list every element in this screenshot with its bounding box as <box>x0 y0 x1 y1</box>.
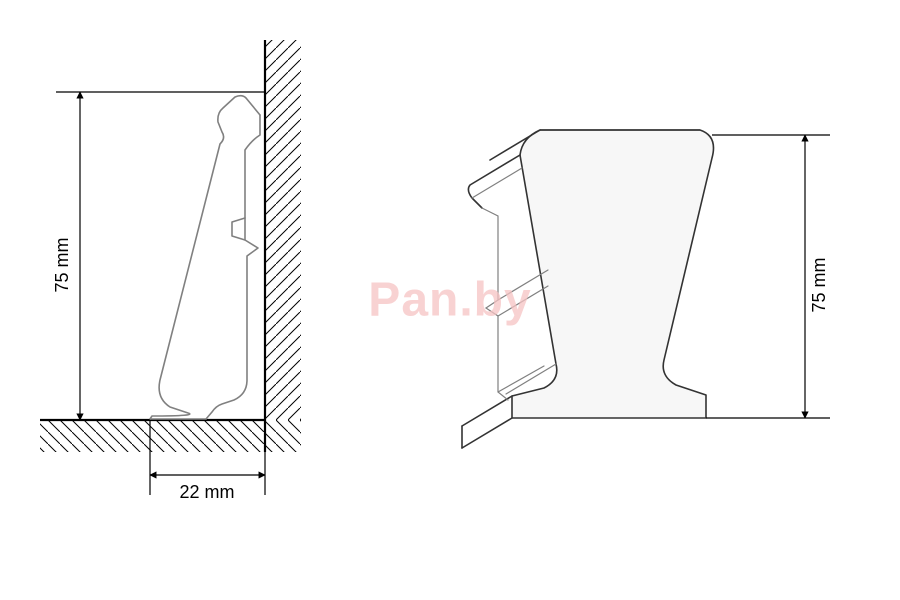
floor-hatch <box>40 420 301 452</box>
dim-label-depth: 22 mm <box>179 482 234 502</box>
dim-iso-height: 75 mm <box>706 135 830 418</box>
section-view: 75 mm 22 mm <box>40 40 301 502</box>
dim-label-iso-height: 75 mm <box>809 257 829 312</box>
isometric-view: 75 mm <box>462 130 830 448</box>
skirting-profile <box>150 96 260 419</box>
dim-label-height: 75 mm <box>52 237 72 292</box>
technical-drawing: 75 mm 22 mm <box>0 0 900 600</box>
wall-hatch <box>265 40 301 420</box>
